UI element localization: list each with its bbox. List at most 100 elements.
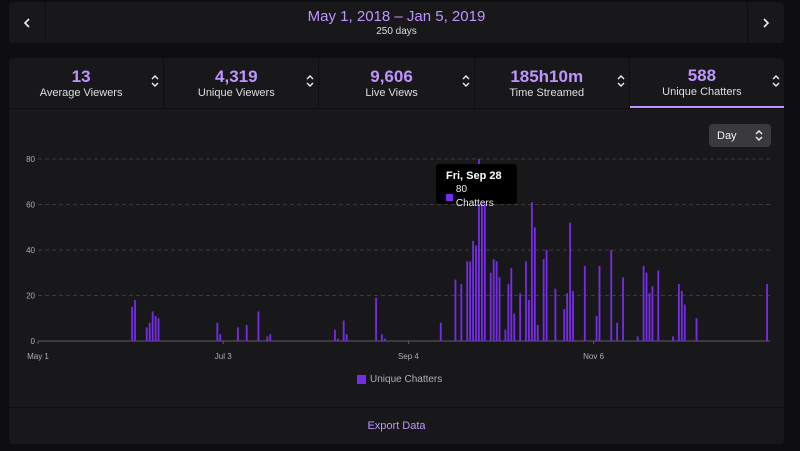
chart-bar <box>475 245 477 341</box>
date-range-display[interactable]: May 1, 2018 – Jan 5, 2019 250 days <box>46 2 747 43</box>
chart-bar <box>513 313 516 341</box>
x-tick-label: Sep 4 <box>398 352 419 361</box>
chart-bar <box>563 309 566 341</box>
sort-arrows-icon[interactable] <box>462 74 470 88</box>
chevron-right-icon <box>763 17 770 28</box>
date-range-days: 250 days <box>376 25 417 37</box>
chart-bar <box>481 193 483 342</box>
granularity-value: Day <box>717 129 737 142</box>
chart-bar <box>134 300 136 341</box>
x-tick-label: Jul 3 <box>215 352 232 361</box>
chart-bar <box>533 227 536 341</box>
chart-bar <box>566 293 569 341</box>
chart-bar <box>219 334 222 341</box>
chart-bar <box>583 265 586 341</box>
granularity-select[interactable]: Day <box>709 124 771 147</box>
chart-bar <box>334 329 336 342</box>
y-tick-label: 0 <box>31 337 36 346</box>
chart-bar <box>569 222 571 341</box>
chart-bar <box>598 265 601 341</box>
chart-bar <box>542 259 545 341</box>
stat-label: Unique Viewers <box>197 86 275 99</box>
next-range-button[interactable] <box>747 2 784 43</box>
chart-bar <box>383 338 386 341</box>
y-tick-label: 80 <box>26 155 35 164</box>
chart-bar <box>766 284 768 342</box>
chart-bar <box>460 284 463 342</box>
chart-bar <box>336 338 339 341</box>
stat-label: Live Views <box>365 86 418 99</box>
chart-bar <box>554 288 557 341</box>
stat-tab-time-streamed[interactable]: 185h10m Time Streamed <box>475 58 630 108</box>
y-tick-label: 60 <box>26 201 35 210</box>
y-tick-label: 40 <box>26 246 35 255</box>
chart-bar <box>342 320 345 341</box>
sort-arrows-icon[interactable] <box>306 74 314 88</box>
legend-swatch <box>357 375 366 384</box>
sort-arrows-icon[interactable] <box>617 74 625 88</box>
previous-range-button[interactable] <box>9 2 46 43</box>
chart-bar <box>504 329 507 342</box>
chart-legend[interactable]: Unique Chatters <box>357 374 442 385</box>
x-tick-label: Nov 6 <box>583 352 604 361</box>
stat-value: 13 <box>71 66 91 86</box>
tooltip-row: 80 Chatters <box>446 183 507 211</box>
stat-label: Unique Chatters <box>662 85 742 98</box>
chart-bar <box>677 284 680 342</box>
tooltip-swatch <box>446 193 453 201</box>
chart-bar <box>375 297 377 341</box>
chart-bar <box>622 277 624 341</box>
y-tick-label: 20 <box>26 292 35 301</box>
date-range-bar: May 1, 2018 – Jan 5, 2019 250 days <box>9 2 784 43</box>
sort-arrows-icon[interactable] <box>772 74 780 88</box>
x-tick-label: May 1 <box>27 352 49 361</box>
chart-bar <box>595 315 598 341</box>
chart-bar <box>269 334 272 341</box>
chart-bar <box>157 318 160 341</box>
chart-bar <box>237 327 239 341</box>
chart-bar <box>154 315 157 341</box>
tooltip-date: Fri, Sep 28 <box>446 170 502 182</box>
chart-bar <box>131 306 133 342</box>
chart-bar <box>345 334 348 341</box>
chart-bar <box>489 272 492 341</box>
chart-bar <box>483 181 486 341</box>
select-arrows-icon <box>755 130 763 141</box>
legend-label: Unique Chatters <box>370 374 443 385</box>
chart-bar <box>495 261 498 342</box>
chevron-left-icon <box>23 17 30 28</box>
stat-label: Time Streamed <box>509 86 585 99</box>
chart-bar <box>519 293 522 341</box>
export-bar: Export Data <box>9 407 784 444</box>
chart-bar <box>245 325 248 341</box>
chart-bar <box>478 159 480 341</box>
chart-bar <box>148 322 151 341</box>
chart-bar <box>683 304 686 341</box>
stat-value: 4,319 <box>215 66 258 86</box>
stat-value: 185h10m <box>510 66 584 86</box>
date-range-title: May 1, 2018 – Jan 5, 2019 <box>307 7 486 25</box>
chart-bar <box>680 290 683 341</box>
stat-tab-average-viewers[interactable]: 13 Average Viewers <box>9 58 165 108</box>
chart-bar <box>492 259 495 341</box>
chart-bar <box>616 322 619 341</box>
export-data-button[interactable]: Export Data <box>367 420 426 432</box>
chart-bar <box>695 318 698 341</box>
sort-arrows-icon[interactable] <box>151 74 159 88</box>
stat-tab-unique-viewers[interactable]: 4,319 Unique Viewers <box>164 58 320 108</box>
chart-bar <box>151 311 154 341</box>
chart-bar <box>498 277 501 341</box>
chart-bar <box>472 240 474 341</box>
chart-bar <box>536 325 539 341</box>
chart-bar <box>645 272 648 341</box>
chart-bar <box>648 293 651 341</box>
chart-bar <box>528 300 530 341</box>
chart-bar <box>439 322 442 341</box>
chart-bar <box>651 286 654 341</box>
chart-bar <box>257 311 260 341</box>
stat-tab-unique-chatters[interactable]: 588 Unique Chatters <box>629 58 784 108</box>
stat-tab-live-views[interactable]: 9,606 Live Views <box>319 58 475 108</box>
chart-bar <box>525 261 527 342</box>
chart-bar <box>469 261 472 342</box>
chart-tooltip: Fri, Sep 28 80 Chatters <box>436 164 517 209</box>
